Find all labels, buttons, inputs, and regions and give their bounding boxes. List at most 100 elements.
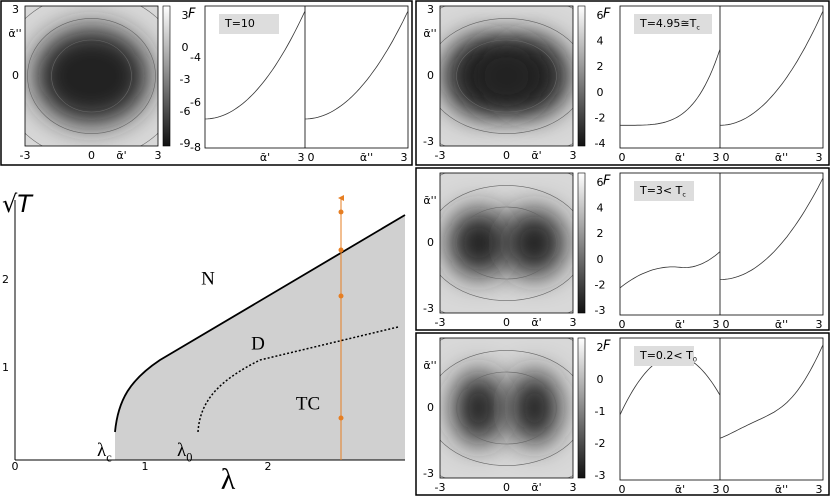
point xyxy=(338,415,344,421)
heatmap-x-tick: -3 xyxy=(20,149,31,162)
colorbar xyxy=(577,337,586,479)
heatmap xyxy=(440,6,573,146)
heatmap-well xyxy=(447,209,510,277)
heatmap-y-label: ᾱ'' xyxy=(8,27,21,40)
point xyxy=(338,209,344,215)
contour xyxy=(440,185,573,301)
curve xyxy=(719,177,824,280)
curve-x-label: ᾱ' xyxy=(675,483,685,496)
colorbar xyxy=(162,5,171,147)
temperature-box xyxy=(634,14,712,34)
colorbar-tick: 4 xyxy=(597,35,604,48)
heatmap-y-label: ᾱ'' xyxy=(423,194,436,207)
heatmap-well xyxy=(33,26,150,126)
contour xyxy=(440,18,573,134)
curve-x-tick: 0 xyxy=(723,318,730,331)
heatmap-frame xyxy=(439,5,574,147)
curve-x-tick: 0 xyxy=(619,318,626,331)
panel: 30ᾱ''-3 0 3ᾱ'30-3-6-9FT=10-4-6-83ᾱ' 0 3ᾱ'' xyxy=(0,0,413,166)
heatmap xyxy=(440,338,573,478)
curve xyxy=(619,251,721,289)
curve-x-label: ᾱ'' xyxy=(775,151,788,164)
heatmap-y-tick: 0 xyxy=(427,236,434,249)
curve-x-tick: 0 xyxy=(308,151,315,164)
heatmap-y-tick: 0 xyxy=(427,401,434,414)
region-fill xyxy=(115,215,405,460)
panel-frame xyxy=(415,0,830,166)
curve-x-tick: 0 xyxy=(619,151,626,164)
temperature-box xyxy=(634,346,694,366)
curve-frame xyxy=(204,5,409,149)
threshold-label: λc xyxy=(97,440,112,464)
heatmap-x-label: ᾱ' xyxy=(531,481,541,494)
curve-x-tick: 0 xyxy=(723,151,730,164)
colorbar-tick: -2 xyxy=(595,437,606,450)
curve xyxy=(620,48,721,126)
colorbar-tick: -1 xyxy=(595,405,606,418)
curve-x-label: ᾱ' xyxy=(675,151,685,164)
curve-x-label: ᾱ'' xyxy=(775,318,788,331)
colorbar-label: F xyxy=(603,174,611,189)
phase-diagram: 0 1 2 1 2 N D TC λc λ0 √T λ xyxy=(2,190,406,496)
colorbar xyxy=(577,172,586,314)
x-tick-label: 0 xyxy=(12,460,19,473)
colorbar-tick: 2 xyxy=(597,341,604,354)
region-label: N xyxy=(201,268,215,289)
x-axis-label: λ xyxy=(221,463,236,496)
curve-x-label: ᾱ' xyxy=(260,151,270,164)
heatmap-x-tick: -3 xyxy=(435,149,446,162)
curve-frame xyxy=(619,172,824,316)
curve-x-label: ᾱ' xyxy=(675,318,685,331)
heatmap-x-tick: 0 xyxy=(503,316,510,329)
curve-x-tick: 0 xyxy=(619,483,626,496)
curve-x-label: ᾱ'' xyxy=(360,151,373,164)
heatmap-y-tick: 3 xyxy=(12,3,19,16)
colorbar-label: F xyxy=(603,7,611,22)
heatmap-y-tick: 0 xyxy=(427,69,434,82)
heatmap-x-tick: 3 xyxy=(570,316,577,329)
colorbar-tick: 3 xyxy=(182,9,189,22)
colorbar-tick: -2 xyxy=(595,278,606,291)
heatmap-y-tick: 0 xyxy=(12,69,19,82)
heatmap-x-tick: -3 xyxy=(435,481,446,494)
y-tick-label: 2 xyxy=(2,273,9,286)
colorbar-tick: 0 xyxy=(182,41,189,54)
colorbar-tick: -3 xyxy=(180,73,191,86)
heatmap-well xyxy=(452,371,505,445)
heatmap-frame xyxy=(439,337,574,479)
point xyxy=(338,247,344,253)
curve-x-tick: 3 xyxy=(298,151,305,164)
colorbar-tick: -3 xyxy=(595,304,606,317)
panel: 0-3ᾱ''-3 0 3ᾱ'20-1-2-3FT=0.2< T00 3ᾱ' 0 3ᾱ'' xyxy=(415,332,830,496)
curve xyxy=(204,10,306,120)
heatmap-frame xyxy=(24,5,159,147)
colorbar-tick: 6 xyxy=(597,9,604,22)
colorbar-label: F xyxy=(603,339,611,354)
curve-x-tick: 0 xyxy=(723,483,730,496)
threshold-label: λ0 xyxy=(177,440,192,464)
colorbar-tick: 0 xyxy=(597,253,604,266)
heatmap-well xyxy=(503,209,566,277)
curve xyxy=(304,10,409,120)
contour xyxy=(456,39,557,113)
curve-x-label: ᾱ'' xyxy=(775,483,788,496)
region-label: D xyxy=(251,333,265,354)
heatmap-y-tick: -3 xyxy=(423,302,434,315)
temperature-label: T=0.2< T0 xyxy=(639,349,697,364)
heatmap-x-tick: 0 xyxy=(503,481,510,494)
contour xyxy=(440,350,573,466)
heatmap-well xyxy=(467,39,546,113)
contour xyxy=(456,371,557,445)
heatmap-y-tick: 3 xyxy=(427,3,434,16)
curve-frame xyxy=(619,337,824,481)
heatmap-x-tick: 0 xyxy=(503,149,510,162)
temperature-box xyxy=(219,14,279,34)
panel-frame xyxy=(415,332,830,496)
heatmap xyxy=(25,6,158,146)
heatmap-y-label: ᾱ'' xyxy=(423,359,436,372)
x-tick-label: 1 xyxy=(142,460,149,473)
curve-x-tick: 3 xyxy=(816,318,823,331)
panel-frame xyxy=(0,0,413,166)
region-label: TC xyxy=(296,393,320,414)
